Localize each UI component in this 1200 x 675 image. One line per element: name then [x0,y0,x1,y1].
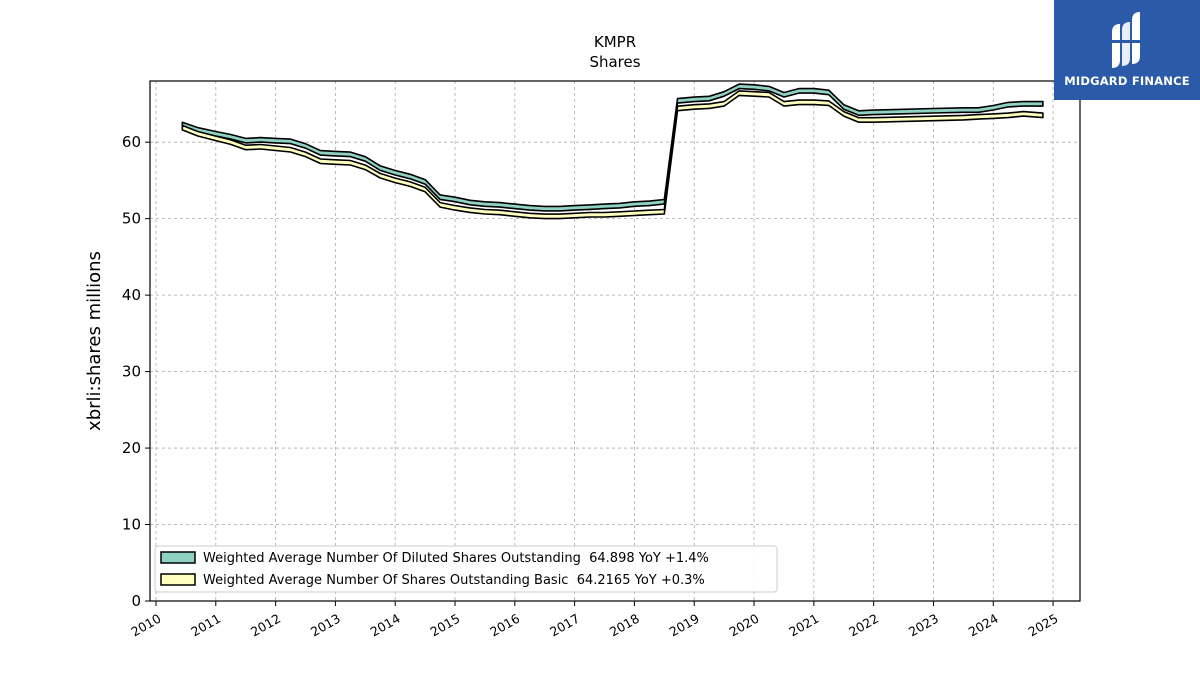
y-axis-ticks: 0 10 20 30 40 50 60 [122,133,150,610]
x-tick-label: 2024 [966,611,1001,640]
logo-text: MIDGARD FINANCE [1064,74,1190,88]
x-tick-label: 2013 [308,611,343,640]
x-tick-label: 2015 [427,611,462,640]
plot-frame [149,80,1081,602]
x-tick-label: 2022 [846,611,881,640]
legend-label-basic: Weighted Average Number Of Shares Outsta… [203,573,705,588]
y-axis-label: xbrli:shares millions [84,251,105,431]
y-tick-label: 0 [131,592,141,610]
x-tick-label: 2018 [607,611,642,640]
midgard-finance-logo: MIDGARD FINANCE [1054,0,1200,100]
x-tick-label: 2016 [487,611,522,640]
x-tick-label: 2014 [368,611,403,640]
x-tick-label: 2011 [188,611,223,640]
x-tick-label: 2021 [786,611,821,640]
legend-label-diluted: Weighted Average Number Of Diluted Share… [203,551,709,566]
x-tick-label: 2010 [128,611,163,640]
y-tick-label: 20 [122,439,141,457]
grid-lines [150,81,1080,601]
legend-swatch-diluted [160,551,196,564]
legend-swatch-basic [160,573,196,586]
x-tick-label: 2019 [667,611,702,640]
y-tick-label: 30 [122,363,141,381]
series-band-1 [181,90,1044,220]
chart-subtitle: Shares [589,53,640,71]
y-tick-label: 50 [122,210,141,228]
x-tick-label: 2023 [906,611,941,640]
x-tick-label: 2012 [248,611,283,640]
y-tick-label: 40 [122,286,141,304]
midgard-logo-icon [1110,12,1144,68]
legend: Weighted Average Number Of Diluted Share… [154,545,778,593]
chart-title: KMPR [594,33,636,51]
y-tick-label: 10 [122,516,141,534]
x-tick-label: 2017 [547,611,582,640]
y-tick-label: 60 [122,133,141,151]
x-tick-label: 2020 [727,611,762,640]
series-band-0 [181,83,1044,212]
x-axis-ticks: 2010 2011 2012 2013 2014 2015 2016 2017 2018 2019… [128,601,1061,640]
legend-box [154,545,778,593]
series-areas [181,83,1044,220]
x-tick-label: 2025 [1026,611,1061,640]
